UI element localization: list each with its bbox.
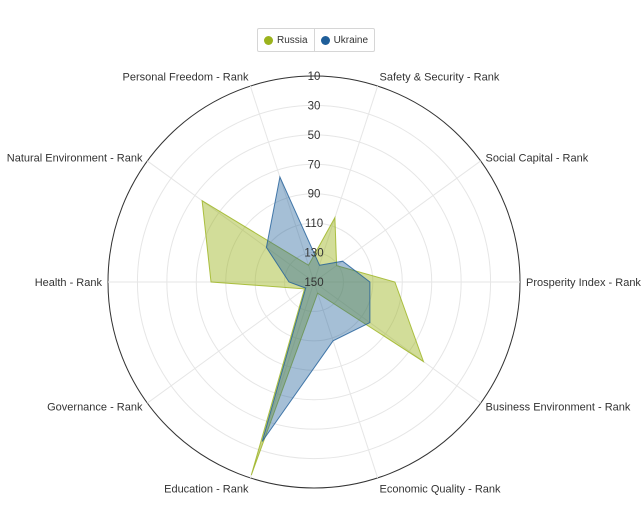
- radial-tick-label: 110: [305, 218, 323, 230]
- axis-label: Governance - Rank: [47, 402, 143, 414]
- axis-label: Personal Freedom - Rank: [123, 71, 249, 83]
- radial-tick-label: 30: [308, 100, 321, 112]
- legend: Russia Ukraine: [257, 28, 376, 52]
- axis-label: Business Environment - Rank: [486, 402, 631, 414]
- axis-label: Economic Quality - Rank: [380, 484, 502, 496]
- axis-label: Education - Rank: [164, 484, 249, 496]
- spoke-line: [249, 281, 315, 479]
- spoke-line: [147, 281, 315, 404]
- axis-label: Health - Rank: [35, 277, 103, 289]
- axis-label: Natural Environment - Rank: [7, 152, 143, 164]
- axis-label: Social Capital - Rank: [486, 152, 589, 164]
- axis-label: Safety & Security - Rank: [380, 71, 500, 83]
- legend-marker-russia: [264, 35, 273, 45]
- radial-tick-label: 90: [308, 189, 321, 201]
- spoke-line: [147, 160, 315, 283]
- legend-item-ukraine[interactable]: Ukraine: [313, 29, 374, 51]
- radial-tick-label: 10: [308, 71, 321, 83]
- radial-tick-label: 70: [308, 159, 321, 171]
- radial-tick-label: 130: [304, 248, 323, 260]
- legend-marker-ukraine: [320, 35, 330, 45]
- spoke-line: [313, 85, 379, 283]
- series-area-ukraine: [261, 175, 371, 442]
- legend-item-russia[interactable]: Russia: [258, 29, 314, 51]
- spoke-line: [313, 281, 379, 479]
- legend-label-russia: Russia: [277, 34, 308, 46]
- legend-label-ukraine: Ukraine: [333, 34, 369, 46]
- radial-tick-label: 50: [308, 130, 321, 142]
- radial-tick-label: 150: [304, 277, 323, 289]
- axis-label: Prosperity Index - Rank: [526, 277, 641, 289]
- series-area-russia: [201, 199, 425, 476]
- spoke-line: [249, 85, 315, 283]
- spoke-line: [313, 281, 481, 404]
